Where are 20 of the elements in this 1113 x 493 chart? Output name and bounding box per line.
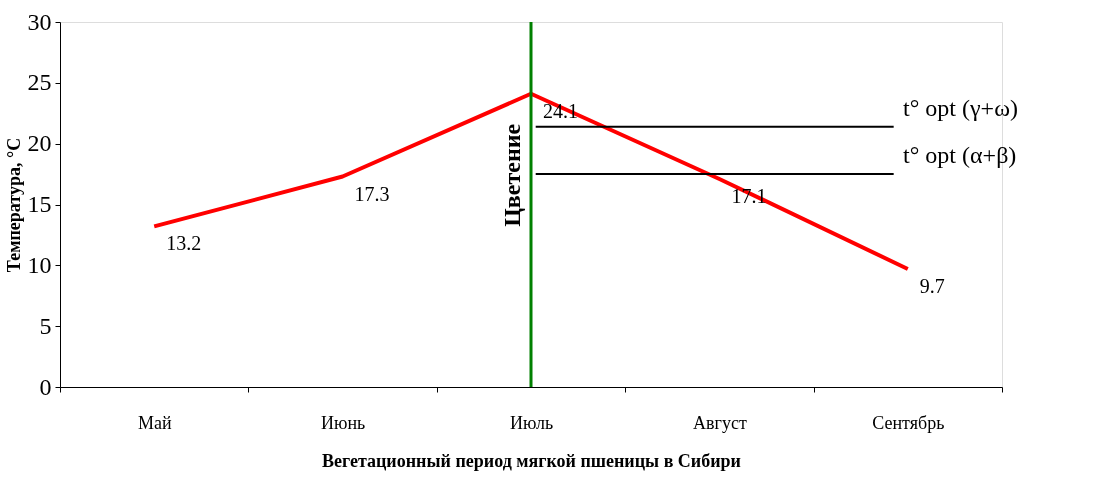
data-label: 17.3 [354, 182, 390, 205]
x-tick-label: Июль [509, 412, 554, 433]
ref-line-label: t° opt (γ+ω) [903, 94, 1018, 121]
y-tick-label: 20 [27, 130, 52, 157]
y-tick-label: 10 [27, 251, 52, 278]
data-label: 9.7 [919, 274, 945, 297]
x-axis-title: Вегетационный период мягкой пшеницы в Сибири [322, 450, 741, 471]
y-axis-title: Температура, °С [3, 137, 24, 273]
x-tick-label: Август [693, 412, 747, 433]
data-label: 13.2 [166, 232, 202, 255]
x-tick-label: Июнь [320, 412, 366, 433]
y-tick-label: 5 [39, 312, 52, 339]
y-tick-label: 15 [27, 191, 52, 217]
ref-line-label: t° opt (α+β) [903, 142, 1017, 169]
y-tick-label: 0 [39, 373, 52, 400]
x-tick-label: Май [137, 412, 172, 433]
ref-line-label: Цветение [499, 123, 525, 227]
x-tick-label: Сентябрь [872, 412, 945, 433]
y-tick-label: 30 [27, 8, 52, 35]
y-tick-label: 25 [27, 69, 52, 96]
